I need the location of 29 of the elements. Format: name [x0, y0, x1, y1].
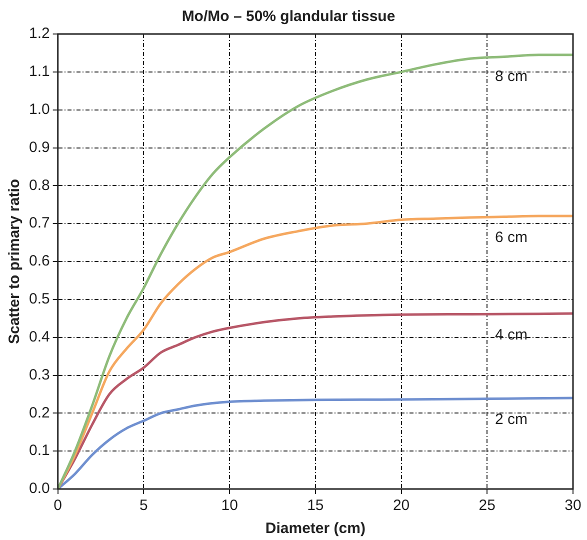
x-axis-title: Diameter (cm)	[265, 520, 366, 538]
series-label: 2 cm	[495, 411, 528, 428]
x-tick-label: 0	[54, 497, 62, 514]
y-tick-label: 0.7	[28, 214, 50, 232]
y-tick-label: 0.6	[28, 252, 50, 270]
y-tick-label: 0.0	[28, 480, 50, 498]
y-tick-label: 0.3	[28, 366, 50, 384]
y-axis-title: Scatter to primary ratio	[6, 178, 24, 344]
y-tick-label: 0.2	[28, 404, 50, 422]
y-tick-label: 1.0	[28, 100, 50, 118]
x-tick-label: 10	[221, 497, 238, 514]
line-series	[58, 396, 573, 489]
line-series	[58, 312, 573, 489]
x-tick-label: 30	[564, 497, 582, 514]
y-tick-label: 1.1	[28, 63, 50, 80]
x-tick-label: 5	[140, 497, 148, 514]
y-tick-label: 1.2	[28, 25, 50, 42]
y-tick-label: 0.1	[28, 442, 50, 460]
chart-title: Mo/Mo – 50% glandular tissue	[182, 8, 396, 26]
y-tick-label: 0.9	[28, 138, 50, 156]
y-tick-label: 0.8	[28, 176, 50, 194]
x-tick-label: 15	[307, 497, 324, 514]
line-series	[58, 54, 573, 489]
y-tick-label: 0.4	[28, 328, 50, 346]
line-series	[58, 214, 573, 489]
x-tick-label: 25	[478, 497, 496, 514]
y-tick-label: 0.5	[28, 290, 50, 308]
x-tick-label: 20	[392, 497, 410, 514]
series-label: 6 cm	[495, 229, 528, 246]
